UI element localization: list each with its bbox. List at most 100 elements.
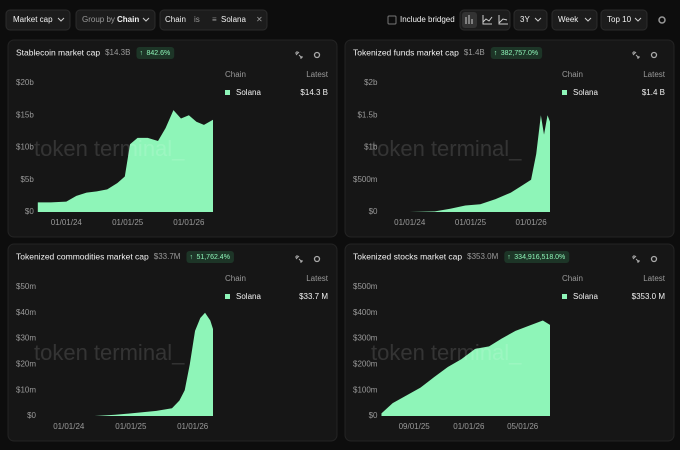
- y-tick-label: $20m: [16, 360, 36, 369]
- x-tick-label: 01/01/26: [177, 422, 209, 431]
- watermark: token terminal_: [34, 136, 185, 161]
- filter-op: is: [194, 15, 200, 24]
- legend-swatch: [225, 294, 230, 299]
- change-pill: [136, 47, 175, 59]
- panel-settings[interactable]: [313, 255, 321, 263]
- y-tick-label: $5b: [20, 175, 34, 184]
- group-value: Chain: [117, 15, 139, 24]
- interval: Week: [558, 15, 579, 24]
- filter-field: Chain: [165, 15, 186, 24]
- change-pill: [504, 251, 570, 263]
- change-pill: [490, 47, 543, 59]
- y-tick-label: $500m: [353, 175, 378, 184]
- x-tick-label: 05/01/26: [507, 422, 539, 431]
- x-tick-label: 09/01/25: [399, 422, 431, 431]
- watermark: token terminal_: [371, 340, 522, 365]
- expand-button[interactable]: [295, 51, 303, 59]
- filter[interactable]: [159, 9, 268, 31]
- x-tick-label: 01/01/26: [173, 218, 205, 227]
- x-tick-label: 01/01/25: [115, 422, 147, 431]
- y-tick-label: $10m: [16, 385, 36, 394]
- filter-icon: ≡: [212, 15, 217, 24]
- interval-select[interactable]: [551, 9, 598, 31]
- x-tick-label: 01/01/24: [394, 218, 426, 227]
- legend-title: Chain: [562, 70, 583, 79]
- watermark: token terminal_: [34, 340, 185, 365]
- panel-settings[interactable]: [313, 51, 321, 59]
- legend-label: Solana: [236, 88, 261, 97]
- chevron: [584, 17, 592, 22]
- y-tick-label: $40m: [16, 308, 36, 317]
- latest-title: Latest: [643, 70, 666, 79]
- legend-label: Solana: [573, 88, 598, 97]
- latest-title: Latest: [306, 70, 329, 79]
- x-tick-label: 01/01/24: [51, 218, 83, 227]
- area: [381, 320, 550, 416]
- y-tick-label: $0: [27, 411, 36, 420]
- y-tick-label: $500m: [353, 282, 378, 291]
- y-tick-label: $1b: [364, 143, 378, 152]
- area: [37, 110, 213, 212]
- legend-title: Chain: [562, 274, 583, 283]
- y-tick-label: $0: [369, 411, 378, 420]
- remove-filter[interactable]: ✕: [256, 15, 263, 24]
- change-arrow: ↑: [139, 50, 143, 57]
- expand-button[interactable]: [295, 255, 303, 263]
- legend-label: Solana: [573, 292, 598, 301]
- change-pill: [186, 251, 234, 263]
- latest-title: Latest: [306, 274, 329, 283]
- y-tick-label: $0: [25, 207, 34, 216]
- x-tick-label: 01/01/26: [516, 218, 548, 227]
- watermark: token terminal_: [371, 136, 522, 161]
- filter-value: Solana: [221, 15, 246, 24]
- chart-title: Tokenized funds market cap: [353, 47, 459, 57]
- legend-label: Solana: [236, 292, 261, 301]
- latest-value: $14.3 B: [300, 88, 328, 97]
- panel-settings[interactable]: [650, 51, 658, 59]
- latest-value: $1.4 B: [642, 88, 665, 97]
- expand-button[interactable]: [632, 51, 640, 59]
- headline-value: $33.7M: [154, 252, 181, 261]
- x-tick-label: 01/01/25: [455, 218, 487, 227]
- x-tick-label: 01/01/25: [112, 218, 144, 227]
- range-select[interactable]: [513, 9, 548, 31]
- chevron: [57, 17, 65, 22]
- chevron: [634, 17, 642, 22]
- change-value: 51,762.4%: [196, 254, 229, 261]
- include-bridged: Include bridged: [400, 15, 455, 24]
- panel-background: [7, 243, 338, 442]
- toggle-icons: [465, 15, 508, 25]
- change-value: 334,916,518.0%: [514, 254, 565, 261]
- y-tick-label: $100m: [353, 385, 378, 394]
- change-value: 382,757.0%: [501, 50, 538, 57]
- x-tick-label: 01/01/26: [453, 422, 485, 431]
- top-select[interactable]: [600, 9, 648, 31]
- x-tick-label: 01/01/24: [53, 422, 85, 431]
- change-arrow: ↑: [189, 254, 193, 261]
- headline-value: $14.3B: [105, 48, 130, 57]
- expand-button[interactable]: [632, 255, 640, 263]
- toolbar: Market cap Group by Chain Chain is ≡ Sol…: [5, 9, 666, 31]
- checkbox[interactable]: [387, 15, 397, 25]
- headline-value: $353.0M: [467, 252, 498, 261]
- panel-settings[interactable]: [650, 255, 658, 263]
- headline-value: $1.4B: [464, 48, 485, 57]
- range: 3Y: [520, 15, 530, 24]
- group-select[interactable]: [75, 9, 156, 31]
- y-tick-label: $30m: [16, 334, 36, 343]
- chart-panel: Tokenized commodities market cap $33.7M ↑ 5…: [7, 243, 338, 442]
- y-tick-label: $50m: [16, 282, 36, 291]
- chart-title: Tokenized commodities market cap: [16, 251, 149, 261]
- legend-swatch: [562, 90, 567, 95]
- metric-select[interactable]: [5, 9, 71, 31]
- chevron: [534, 17, 542, 22]
- y-tick-label: $300m: [353, 334, 378, 343]
- change-arrow: ↑: [494, 50, 498, 57]
- settings[interactable]: [658, 16, 666, 24]
- legend-swatch: [562, 294, 567, 299]
- metric: Market cap: [13, 15, 53, 24]
- chart-title: Tokenized stocks market cap: [353, 251, 462, 261]
- chart-panel: Tokenized stocks market cap $353.0M ↑ 334,9…: [344, 243, 675, 442]
- legend-title: Chain: [225, 274, 246, 283]
